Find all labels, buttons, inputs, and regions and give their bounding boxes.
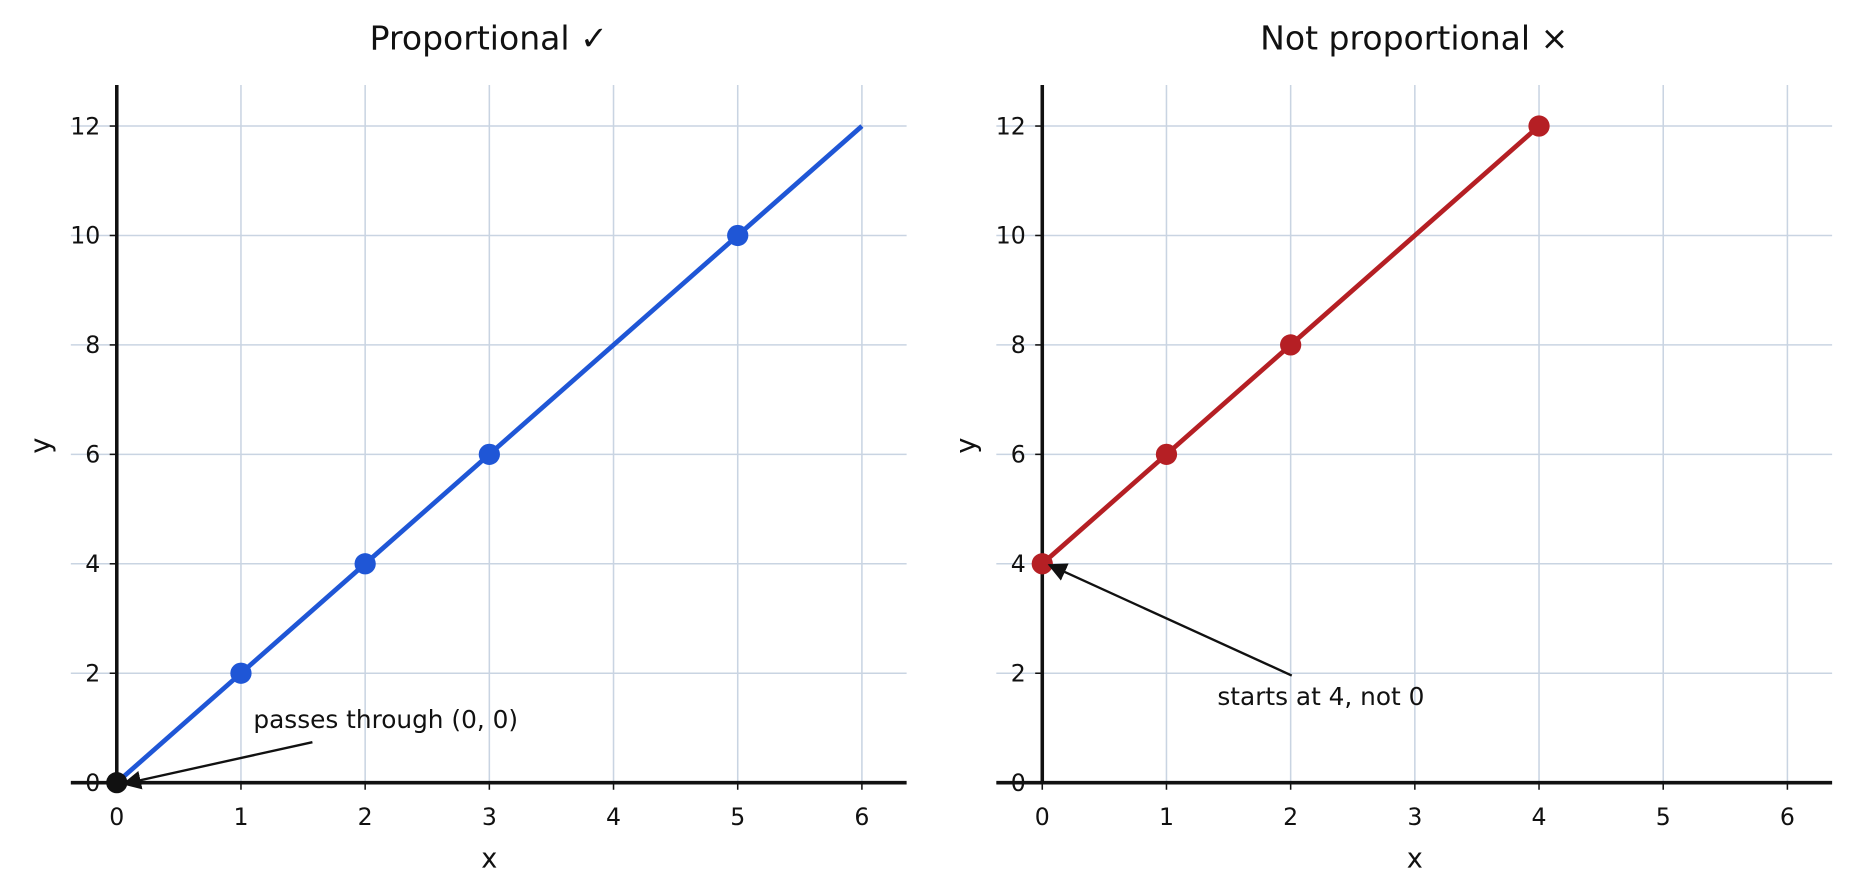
y-tick-label: 6 — [1011, 441, 1026, 469]
x-tick-label: 0 — [109, 803, 124, 831]
y-tick-label: 4 — [1011, 550, 1026, 578]
y-tick-label: 10 — [70, 222, 100, 250]
annotation-arrow — [122, 741, 313, 790]
x-tick-label: 5 — [730, 803, 745, 831]
data-point — [1528, 115, 1550, 137]
y-tick-label: 8 — [85, 331, 100, 359]
data-point — [1280, 334, 1302, 356]
data-point — [230, 662, 252, 684]
annotation: starts at 4, not 0 — [1217, 682, 1424, 711]
y-tick-label: 4 — [85, 550, 100, 578]
y-tick-label: 2 — [85, 659, 100, 687]
x-tick-label: 1 — [233, 803, 248, 831]
x-tick-label: 6 — [854, 803, 869, 831]
annotation-arrow — [1047, 563, 1293, 677]
x-tick-label: 6 — [1780, 803, 1795, 831]
x-tick-label: 2 — [358, 803, 373, 831]
data-line — [1040, 124, 1541, 566]
x-tick-label: 2 — [1283, 803, 1298, 831]
annotation: passes through (0, 0) — [253, 705, 518, 734]
x-tick-label: 0 — [1035, 803, 1050, 831]
data-point — [727, 224, 749, 247]
x-tick-label: 1 — [1159, 803, 1174, 831]
x-tick-label: 5 — [1656, 803, 1671, 831]
chart-title: Proportional ✓ — [370, 19, 608, 58]
chart-panel: Proportional ✓0123456024681012xypasses t… — [26, 19, 907, 875]
data-point — [1031, 553, 1053, 575]
x-tick-label: 3 — [482, 803, 497, 831]
y-tick-label: 6 — [85, 441, 100, 469]
x-tick-label: 4 — [1532, 803, 1547, 831]
y-axis-label: y — [26, 438, 57, 454]
x-axis-label: x — [1407, 844, 1423, 875]
chart-panel: Not proportional ×0123456024681012xystar… — [951, 19, 1833, 875]
x-tick-label: 3 — [1407, 803, 1422, 831]
x-tick-label: 4 — [606, 803, 621, 831]
y-tick-label: 12 — [996, 112, 1026, 140]
data-point — [1155, 443, 1178, 465]
y-tick-label: 8 — [1011, 331, 1026, 359]
data-point — [354, 553, 376, 575]
y-tick-label: 12 — [70, 112, 100, 140]
chart-title: Not proportional × — [1260, 19, 1568, 58]
x-axis-label: x — [481, 844, 497, 875]
data-point — [478, 443, 500, 465]
y-tick-label: 2 — [1011, 659, 1026, 687]
y-axis-label: y — [951, 438, 982, 454]
y-tick-label: 10 — [996, 222, 1026, 250]
